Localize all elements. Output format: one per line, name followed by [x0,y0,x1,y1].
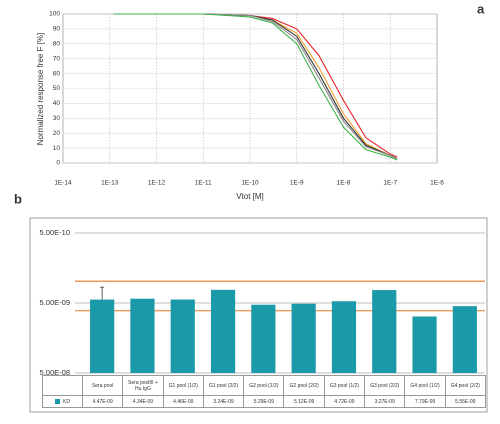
category-label: Sera postIII + Hu IgG [123,376,164,396]
x-tick-label: 1E-14 [54,180,72,187]
bar [90,299,115,373]
y-tick-label: 5.00E-09 [40,298,70,307]
bar [331,301,357,373]
y-tick-label: 30 [53,115,61,122]
data-line [113,13,398,161]
value-label: 7.79E-09 [405,396,446,408]
value-label: 5.12E-09 [284,396,325,408]
y-axis-label: Normalized response free F [%] [36,33,45,146]
y-tick-label: 5.00E-10 [40,228,70,237]
y-tick-label: 60 [53,70,61,77]
x-tick-label: 1E-13 [101,180,119,187]
x-tick-label: 1E-12 [148,180,166,187]
y-tick-label: 90 [53,26,61,33]
x-tick-label: 1E-8 [337,180,351,187]
y-tick-label: 70 [53,55,61,62]
bar [170,299,195,373]
x-axis-label: Vtot [M] [236,192,264,201]
value-label: 4.47E-09 [83,396,124,408]
legend-label: KD [63,398,70,405]
bar [412,316,437,373]
value-label: 3.24E-09 [203,396,245,408]
category-label: Sera pool [83,376,124,396]
legend-swatch [55,399,61,404]
x-tick-label: 1E-7 [383,180,397,187]
x-tick-label: 1E-10 [241,180,259,187]
bar [372,290,397,373]
panel-label: a [477,1,485,16]
category-label: G2 pool (1/2) [244,376,285,396]
y-tick-label: 40 [53,100,61,107]
bar [210,289,236,373]
category-label: G1 pool (2/2) [203,376,245,396]
y-tick-label: 80 [53,41,61,48]
y-tick-label: 0 [56,160,60,167]
y-tick-label: 100 [49,11,60,18]
bar [452,306,477,373]
category-label: G4 pool (1/2) [405,376,446,396]
y-tick-label: 10 [53,145,61,152]
category-label: G4 pool (2/2) [445,376,486,396]
panel-label: b [14,191,22,206]
x-tick-label: 1E-11 [195,180,212,187]
y-tick-label: 20 [53,130,61,137]
y-tick-label: 5.00E-08 [40,368,70,377]
value-label: 4.72E-09 [324,396,366,408]
y-tick-label: 50 [53,85,61,92]
bar [130,298,155,373]
x-tick-label: 1E-6 [430,180,444,187]
value-label: 4.34E-09 [123,396,164,408]
value-label: 5.29E-09 [244,396,285,408]
data-table: Sera pool Sera postIII + Hu IgG G1 pool (1… [42,375,486,408]
bar [251,304,276,373]
panel-frame [29,217,488,413]
value-label: 4.46E-09 [163,396,204,408]
category-label: G3 pool (2/2) [365,376,406,396]
table-corner [43,376,83,396]
category-label: G1 pool (1/2) [163,376,204,396]
category-label: G2 pool (2/2) [284,376,325,396]
x-tick-label: 1E-9 [290,180,304,187]
value-label: 3.27E-09 [365,396,406,408]
category-label: G3 pool (1/2) [324,376,366,396]
value-label: 5.55E-09 [445,396,486,408]
bar [291,303,316,373]
legend-entry: KD [43,396,83,408]
